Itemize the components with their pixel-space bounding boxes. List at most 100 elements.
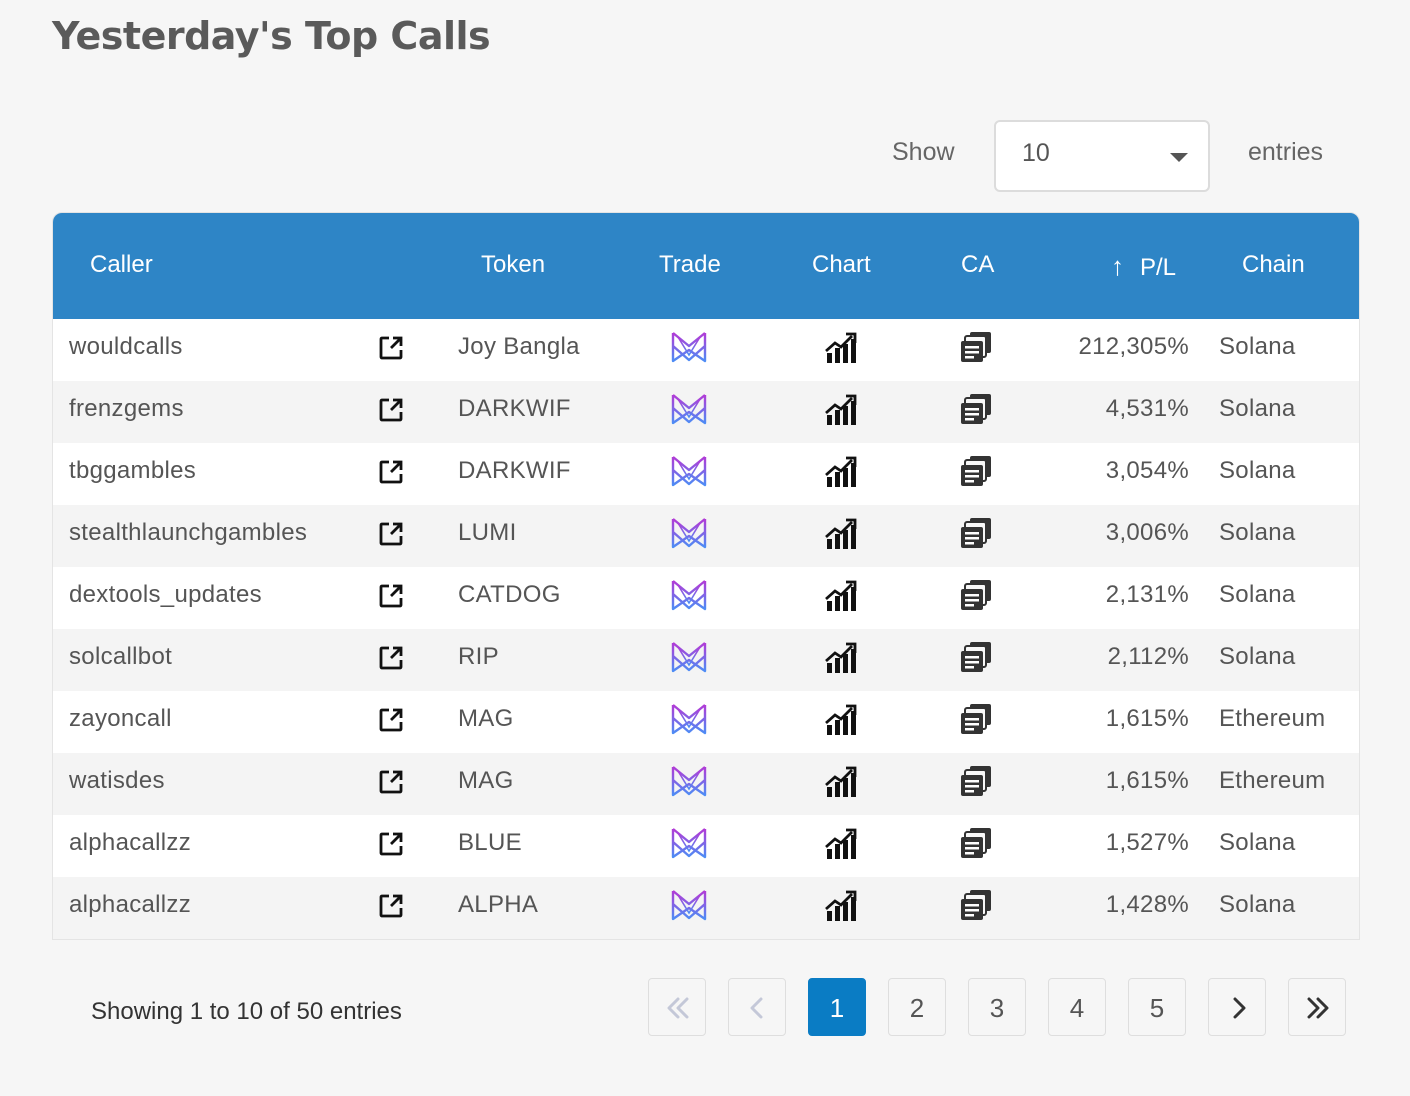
chain-name: Ethereum (1219, 705, 1326, 732)
table-row: wouldcalls Joy Bangla 212,305% Solana (53, 319, 1359, 381)
entries-select[interactable]: 10 (994, 120, 1210, 192)
chain-name: Solana (1219, 457, 1296, 484)
caller-name: zayoncall (69, 705, 172, 732)
page-button-4[interactable]: 4 (1048, 978, 1106, 1036)
chart-icon[interactable] (824, 827, 858, 861)
profit-loss-value: 2,131% (1105, 581, 1189, 608)
external-link-icon[interactable] (377, 458, 405, 486)
copy-icon[interactable] (959, 392, 993, 426)
header-trade: Trade (659, 251, 721, 278)
chain-name: Solana (1219, 395, 1296, 422)
page-button-5[interactable]: 5 (1128, 978, 1186, 1036)
table-row: alphacallzz BLUE 1,527% Solana (53, 815, 1359, 877)
external-link-icon[interactable] (377, 706, 405, 734)
trade-logo-icon[interactable] (669, 888, 709, 924)
copy-icon[interactable] (959, 578, 993, 612)
profit-loss-value: 2,112% (1107, 643, 1189, 670)
table-row: zayoncall MAG 1,615% Ethereum (53, 691, 1359, 753)
table-row: dextools_updates CATDOG 2,131% Solana (53, 567, 1359, 629)
calls-table: Caller Token Trade Chart CA ↑ P/L Chain w… (52, 212, 1360, 940)
entries-label: entries (1248, 138, 1324, 166)
profit-loss-value: 212,305% (1078, 333, 1189, 360)
chart-icon[interactable] (824, 703, 858, 737)
entries-select-value: 10 (1022, 139, 1050, 167)
token-name: MAG (458, 705, 514, 732)
header-chain[interactable]: Chain (1242, 251, 1305, 278)
table-row: alphacallzz ALPHA 1,428% Solana (53, 877, 1359, 939)
external-link-icon[interactable] (377, 396, 405, 424)
header-ca: CA (961, 251, 995, 278)
header-caller[interactable]: Caller (90, 251, 153, 278)
table-row: solcallbot RIP 2,112% Solana (53, 629, 1359, 691)
table-row: watisdes MAG 1,615% Ethereum (53, 753, 1359, 815)
page-button-3[interactable]: 3 (968, 978, 1026, 1036)
chart-icon[interactable] (824, 765, 858, 799)
caller-name: watisdes (69, 767, 165, 794)
external-link-icon[interactable] (377, 768, 405, 796)
profit-loss-value: 1,428% (1105, 891, 1189, 918)
external-link-icon[interactable] (377, 582, 405, 610)
chart-icon[interactable] (824, 455, 858, 489)
copy-icon[interactable] (959, 826, 993, 860)
chart-icon[interactable] (824, 517, 858, 551)
token-name: DARKWIF (458, 457, 571, 484)
trade-logo-icon[interactable] (669, 516, 709, 552)
copy-icon[interactable] (959, 516, 993, 550)
chain-name: Solana (1219, 891, 1296, 918)
chart-icon[interactable] (824, 889, 858, 923)
trade-logo-icon[interactable] (669, 764, 709, 800)
copy-icon[interactable] (959, 640, 993, 674)
trade-logo-icon[interactable] (669, 330, 709, 366)
profit-loss-value: 3,054% (1105, 457, 1189, 484)
copy-icon[interactable] (959, 454, 993, 488)
table-row: frenzgems DARKWIF 4,531% Solana (53, 381, 1359, 443)
external-link-icon[interactable] (377, 520, 405, 548)
trade-logo-icon[interactable] (669, 640, 709, 676)
header-token[interactable]: Token (481, 251, 546, 278)
chain-name: Solana (1219, 581, 1296, 608)
token-name: RIP (458, 643, 499, 670)
sort-ascending-icon: ↑ (1111, 251, 1124, 281)
caller-name: dextools_updates (69, 581, 262, 608)
token-name: Joy Bangla (458, 333, 580, 360)
copy-icon[interactable] (959, 764, 993, 798)
chain-name: Solana (1219, 829, 1296, 856)
header-chart: Chart (812, 251, 871, 278)
last-page-button[interactable] (1288, 978, 1346, 1036)
external-link-icon[interactable] (377, 334, 405, 362)
token-name: LUMI (458, 519, 517, 546)
next-page-button[interactable] (1208, 978, 1266, 1036)
external-link-icon[interactable] (377, 830, 405, 858)
copy-icon[interactable] (959, 702, 993, 736)
trade-logo-icon[interactable] (669, 392, 709, 428)
profit-loss-value: 1,615% (1105, 705, 1189, 732)
table-body: wouldcalls Joy Bangla 212,305% Solana frenzg… (53, 319, 1359, 939)
trade-logo-icon[interactable] (669, 454, 709, 490)
header-pl[interactable]: ↑ P/L (1111, 251, 1176, 282)
table-header: Caller Token Trade Chart CA ↑ P/L Chain (53, 213, 1359, 319)
token-name: MAG (458, 767, 514, 794)
page-button-2[interactable]: 2 (888, 978, 946, 1036)
chain-name: Ethereum (1219, 767, 1326, 794)
external-link-icon[interactable] (377, 892, 405, 920)
caller-name: alphacallzz (69, 891, 192, 918)
chart-icon[interactable] (824, 641, 858, 675)
chart-icon[interactable] (824, 393, 858, 427)
table-row: stealthlaunchgambles LUMI 3,006% Solana (53, 505, 1359, 567)
trade-logo-icon[interactable] (669, 702, 709, 738)
first-page-button[interactable] (648, 978, 706, 1036)
external-link-icon[interactable] (377, 644, 405, 672)
copy-icon[interactable] (959, 330, 993, 364)
trade-logo-icon[interactable] (669, 578, 709, 614)
chevron-left-icon (750, 997, 763, 1019)
token-name: CATDOG (458, 581, 561, 608)
previous-page-button[interactable] (728, 978, 786, 1036)
trade-logo-icon[interactable] (669, 826, 709, 862)
page-title: Yesterday's Top Calls (52, 14, 491, 58)
chart-icon[interactable] (824, 331, 858, 365)
chart-icon[interactable] (824, 579, 858, 613)
copy-icon[interactable] (959, 888, 993, 922)
page-button-1[interactable]: 1 (808, 978, 866, 1036)
caller-name: tbggambles (69, 457, 197, 484)
table-row: tbggambles DARKWIF 3,054% Solana (53, 443, 1359, 505)
